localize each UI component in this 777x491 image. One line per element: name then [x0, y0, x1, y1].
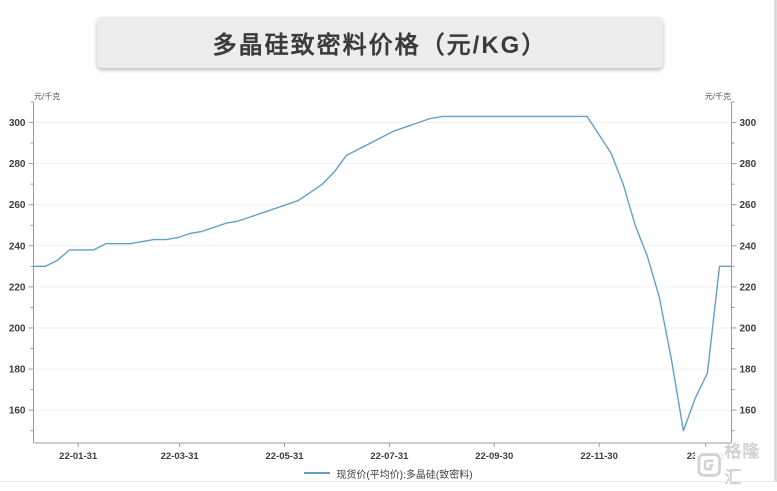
page-title: 多晶硅致密料价格（元/KG） — [212, 32, 548, 59]
y-tick-label: 180 — [9, 365, 26, 376]
y-tick-label: 220 — [9, 282, 26, 293]
gelonghui-watermark: 格隆汇 — [695, 442, 777, 487]
legend-series-label: 现货价(平均价):多晶硅(致密料) — [336, 469, 473, 481]
x-tick-label: 22-07-31 — [370, 451, 409, 462]
y-tick-label: 240 — [9, 241, 26, 252]
y-tick-label: 280 — [9, 159, 26, 170]
y-tick-label: 160 — [9, 406, 26, 417]
x-tick-label: 22-11-30 — [580, 451, 618, 462]
x-tick-label: 22-03-31 — [161, 451, 200, 462]
x-tick-label: 22-05-31 — [265, 451, 304, 462]
price-series-line — [33, 115, 732, 432]
watermark-brand-text: 格隆汇 — [724, 442, 761, 487]
y-tick-label: 300 — [9, 118, 26, 129]
y-axis-unit-left: 元/千克 — [34, 92, 61, 101]
y-tick-label: 180 — [740, 365, 757, 376]
y-tick-label: 200 — [740, 323, 757, 334]
y-tick-label: 260 — [740, 200, 757, 211]
y-tick-label: 260 — [9, 200, 26, 211]
y-tick-label: 220 — [740, 282, 757, 293]
y-tick-label: 160 — [740, 406, 757, 417]
legend-line-marker — [304, 472, 331, 474]
chart-legend: 现货价(平均价):多晶硅(致密料) — [0, 465, 777, 481]
gelonghui-logo-icon — [697, 453, 721, 477]
chart-title-banner: 多晶硅致密料价格（元/KG） — [97, 17, 663, 68]
y-tick-label: 280 — [740, 159, 757, 170]
x-tick-label: 22-09-30 — [475, 451, 513, 462]
y-axis-unit-right: 元/千克 — [704, 92, 731, 101]
y-tick-label: 300 — [740, 118, 757, 129]
y-tick-label: 200 — [9, 323, 26, 334]
y-tick-label: 240 — [740, 241, 757, 252]
x-tick-label: 22-01-31 — [59, 451, 98, 462]
